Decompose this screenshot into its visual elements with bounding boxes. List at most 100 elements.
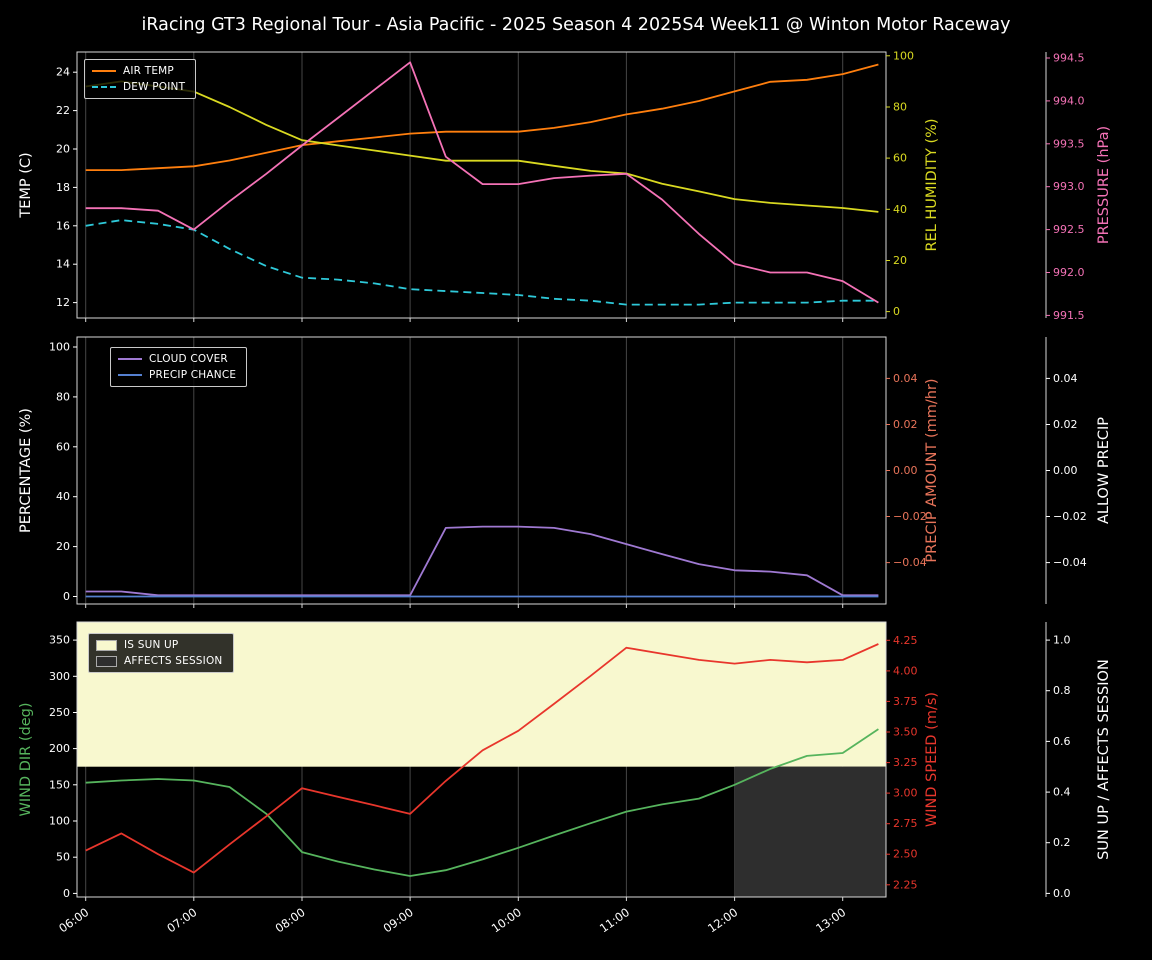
tick-label: 14 xyxy=(56,258,70,271)
axis-label-temp-c: TEMP (C) xyxy=(18,152,34,218)
tick-label: 100 xyxy=(49,341,70,354)
tick-label: 80 xyxy=(56,390,70,403)
band-affects-session xyxy=(734,766,886,897)
tick-label: 20 xyxy=(56,143,70,156)
tick-label: 16 xyxy=(56,219,70,232)
tick-label: 2.50 xyxy=(893,848,918,861)
tick-label: 80 xyxy=(893,101,907,114)
tick-label: 40 xyxy=(56,490,70,503)
tick-label: 60 xyxy=(893,152,907,165)
tick-label: 994.0 xyxy=(1053,94,1085,107)
legend-item-cloud-cover: CLOUD COVER xyxy=(118,353,236,365)
series-air-temp-line xyxy=(85,63,879,172)
tick-label: 0.6 xyxy=(1053,735,1071,748)
tick-label: 0 xyxy=(893,305,900,318)
tick-label: 0.4 xyxy=(1053,786,1071,799)
legend-swatch-is-sun-up xyxy=(96,639,117,651)
tick-label: 992.0 xyxy=(1053,266,1085,279)
tick-label: 20 xyxy=(56,540,70,553)
tick-label: 3.50 xyxy=(893,726,918,739)
axis-label-pressure-hpa: PRESSURE (hPa) xyxy=(1096,126,1112,244)
tick-label: 22 xyxy=(56,104,70,117)
axis-label-allow-precip: ALLOW PRECIP xyxy=(1096,417,1112,524)
cloud-precip-panel-legend: CLOUD COVER PRECIP CHANCE xyxy=(110,347,248,387)
series-wind-dir-line xyxy=(85,728,879,877)
legend-swatch-dew-point xyxy=(92,86,116,88)
tick-label: 2.75 xyxy=(893,817,918,830)
tick-label: 100 xyxy=(893,49,914,62)
tick-label: 991.5 xyxy=(1053,309,1085,322)
tick-label: 0 xyxy=(63,887,70,900)
tick-label: 994.5 xyxy=(1053,52,1085,65)
tick-label: 0.00 xyxy=(1053,464,1078,477)
tick-label: 100 xyxy=(49,815,70,828)
tick-label: 4.25 xyxy=(893,634,918,647)
plot-border xyxy=(76,51,887,319)
legend-item-dew-point: DEW POINT xyxy=(92,81,185,93)
plot-area xyxy=(77,52,886,318)
x-tick-label: 09:00 xyxy=(381,905,416,935)
legend-label: IS SUN UP xyxy=(124,639,179,651)
series-pressure-line xyxy=(85,61,879,304)
tick-label: 12 xyxy=(56,296,70,309)
x-tick-label: 11:00 xyxy=(597,905,632,935)
series-wind-speed-line xyxy=(85,643,879,874)
series-cloud-cover-line xyxy=(85,525,879,597)
tick-label: 0.2 xyxy=(1053,836,1071,849)
x-tick-label: 08:00 xyxy=(273,905,308,935)
legend-label: DEW POINT xyxy=(123,81,186,93)
tick-label: 0.04 xyxy=(893,372,918,385)
tick-label: 0.00 xyxy=(893,464,918,477)
wind-sun-panel-legend: IS SUN UP AFFECTS SESSION xyxy=(88,633,234,673)
x-tick-label: 07:00 xyxy=(164,905,199,935)
tick-label: −0.04 xyxy=(1053,556,1087,569)
axis-label-precip-amount-mm-hr: PRECIP AMOUNT (mm/hr) xyxy=(924,378,940,562)
tick-label: 20 xyxy=(893,254,907,267)
tick-label: −0.02 xyxy=(893,510,927,523)
tick-label: 1.0 xyxy=(1053,634,1071,647)
tick-label: 50 xyxy=(56,851,70,864)
tick-label: 300 xyxy=(49,670,70,683)
tick-label: 0.04 xyxy=(1053,372,1078,385)
legend-swatch-cloud-cover xyxy=(118,358,142,360)
tick-label: 3.75 xyxy=(893,695,918,708)
temperature-panel: 12 14 16 18 20 22 24 TEMP (C) 0 20 40 60 80 100 REL HU… xyxy=(18,49,1112,322)
tick-label: 200 xyxy=(49,742,70,755)
tick-label: 0.8 xyxy=(1053,684,1071,697)
tick-label: 350 xyxy=(49,634,70,647)
tick-label: 0.02 xyxy=(893,418,918,431)
tick-label: 60 xyxy=(56,440,70,453)
legend-item-is-sun-up: IS SUN UP xyxy=(96,639,223,651)
legend-item-air-temp: AIR TEMP xyxy=(92,65,185,77)
tick-label: 2.25 xyxy=(893,878,918,891)
x-tick-label: 13:00 xyxy=(813,905,848,935)
legend-label: CLOUD COVER xyxy=(149,353,228,365)
tick-label: 0.0 xyxy=(1053,887,1071,900)
tick-label: 4.00 xyxy=(893,664,918,677)
tick-label: −0.02 xyxy=(1053,510,1087,523)
x-tick-label: 10:00 xyxy=(489,905,524,935)
tick-label: 250 xyxy=(49,706,70,719)
plot-border xyxy=(76,621,887,898)
legend-item-precip-chance: PRECIP CHANCE xyxy=(118,369,236,381)
tick-label: 3.25 xyxy=(893,756,918,769)
series-dew-point-line xyxy=(85,219,879,306)
axis-label-wind-speed-m-s: WIND SPEED (m/s) xyxy=(924,692,940,827)
legend-label: PRECIP CHANCE xyxy=(149,369,237,381)
axis-label-rel-humidity: REL HUMIDITY (%) xyxy=(924,118,940,251)
legend-swatch-affects-session xyxy=(96,655,117,667)
legend-label: AIR TEMP xyxy=(123,65,174,77)
temperature-panel-legend: AIR TEMP DEW POINT xyxy=(84,59,197,99)
tick-label: 40 xyxy=(893,203,907,216)
legend-swatch-precip-chance xyxy=(118,374,142,376)
tick-label: 993.5 xyxy=(1053,137,1085,150)
x-tick-label: 06:00 xyxy=(56,905,91,935)
axis-label-wind-dir-deg: WIND DIR (deg) xyxy=(18,702,34,816)
tick-label: −0.04 xyxy=(893,556,927,569)
legend-label: AFFECTS SESSION xyxy=(124,655,223,667)
tick-label: 0 xyxy=(63,590,70,603)
axis-label-sun-up-affects-session: SUN UP / AFFECTS SESSION xyxy=(1096,659,1112,860)
legend-item-affects-session: AFFECTS SESSION xyxy=(96,655,223,667)
